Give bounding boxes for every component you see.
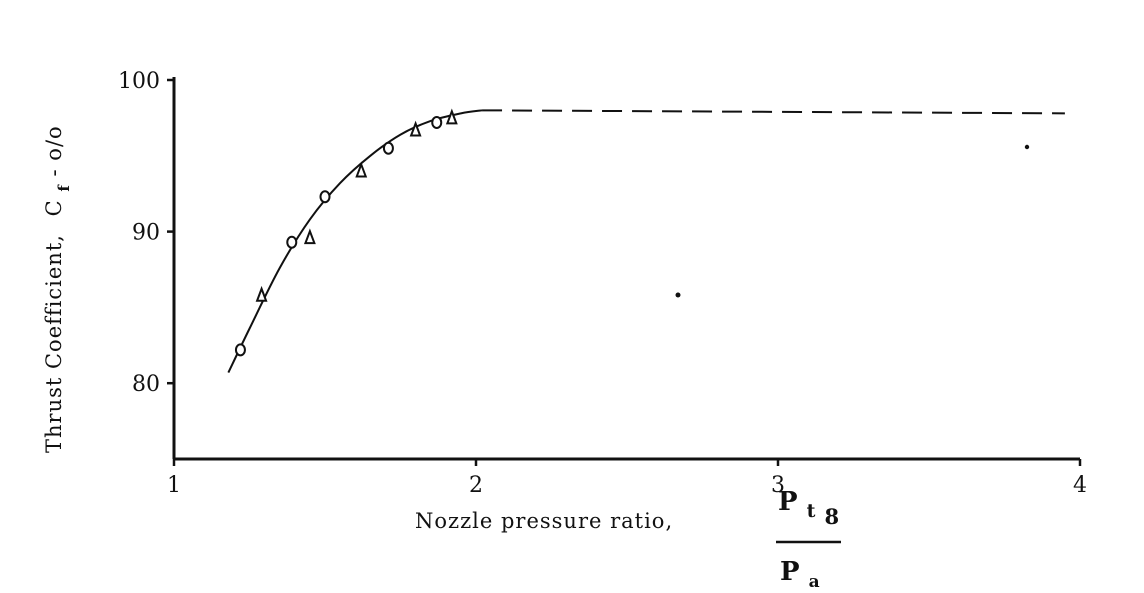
x-tick-label: 4 — [1073, 473, 1087, 498]
fraction-numerator-sub-subscript: 8 — [824, 504, 839, 529]
y-tick-label: 80 — [132, 372, 160, 397]
circle-point — [234, 343, 246, 357]
svg-text:P t 8: P t 8 — [778, 487, 839, 529]
y-axis-title-text: Thrust Coefficient, — [42, 234, 66, 453]
y-axis-symbol-suffix: - o/o — [42, 125, 66, 176]
svg-text:P a: P a — [780, 557, 820, 592]
axes — [172, 77, 1080, 461]
scan-specks — [675, 144, 1030, 298]
y-tick-label: 100 — [118, 69, 160, 94]
curves — [227, 109, 1065, 374]
x-tick-label: 3 — [771, 473, 785, 498]
fraction-denominator-symbol: P — [780, 557, 800, 587]
triangle-point — [255, 285, 268, 302]
tick-labels: 1 2 3 4 80 90 100 — [118, 69, 1087, 498]
x-axis-fraction: P t 8 P a — [776, 487, 841, 592]
triangle-point — [303, 228, 316, 245]
circle-point — [319, 190, 331, 204]
x-tick-label: 1 — [167, 473, 181, 498]
fit-curve — [227, 109, 483, 374]
ticks — [167, 78, 1082, 466]
fraction-denominator-subscript: a — [809, 572, 820, 592]
y-axis-symbol: C — [42, 199, 66, 216]
circle-point — [382, 141, 394, 155]
circle-point — [431, 115, 443, 129]
triangle-point — [409, 120, 422, 137]
y-tick-label: 90 — [132, 221, 160, 246]
circle-point — [286, 235, 298, 249]
y-axis-title: Thrust Coefficient, C f - o/o — [42, 125, 74, 453]
triangle-point — [445, 108, 458, 125]
y-axis-symbol-subscript: f — [55, 184, 73, 192]
fraction-numerator-subscript: t — [807, 500, 816, 522]
markers — [234, 108, 458, 357]
x-tick-label: 2 — [469, 473, 483, 498]
x-axis-title: Nozzle pressure ratio, — [415, 509, 673, 533]
fraction-numerator-symbol: P — [778, 487, 798, 517]
triangle-point — [355, 161, 368, 178]
extrapolation-dashed-line — [482, 109, 1065, 115]
